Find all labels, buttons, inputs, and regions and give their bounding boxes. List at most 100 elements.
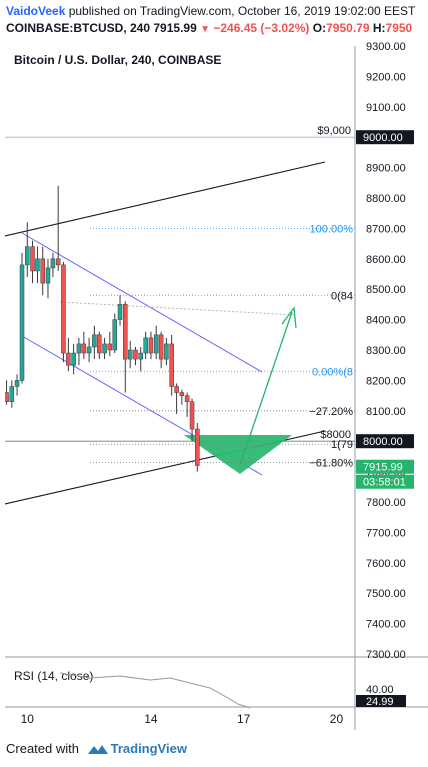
candle-body[interactable] [25,246,30,266]
symbol: COINBASE:BTCUSD, 240 [6,21,151,35]
price-label-text: 9000.00 [363,132,403,144]
candle-body[interactable] [9,386,15,402]
candle-body[interactable] [30,246,35,272]
time-tick-label: 10 [21,712,35,726]
horizontal-line-label: $9,000 [317,125,351,137]
publish-header: VaidoVeek published on TradingView.com, … [0,0,428,40]
price-tick-label: 8800.00 [366,193,406,205]
price-tick-label: 7600.00 [366,558,406,570]
fib-level-label: 100.00% [310,223,354,235]
price-tick-label: 9100.00 [366,102,406,114]
candle-body[interactable] [71,352,76,366]
candle-body[interactable] [117,304,123,320]
tradingview-brand[interactable]: TradingView [110,741,187,756]
candle-body[interactable] [76,343,82,354]
candle-body[interactable] [153,334,159,354]
candle-body[interactable] [174,386,179,393]
price-tick-label: 7400.00 [366,619,406,631]
projection-dotted-line [59,301,296,316]
high-label: H: [372,21,386,35]
last-price: 7915.99 [153,21,197,35]
candle-body[interactable] [138,352,143,360]
candle-body[interactable] [86,346,92,354]
projection-arrow-line[interactable] [239,311,293,466]
countdown-text: 03:58:01 [363,477,406,489]
published-text: published on TradingView.com, October 16… [65,4,416,18]
open-label: O: [312,21,327,35]
candle-body[interactable] [97,334,102,354]
high-value: 7950 [385,21,413,35]
candle-body[interactable] [14,380,20,387]
time-tick-label: 20 [330,712,344,726]
price-tick-label: 8300.00 [366,345,406,357]
candle-body[interactable] [35,258,40,272]
candle-body[interactable] [184,395,190,402]
candle-body[interactable] [143,337,148,354]
price-tick-label: 9300.00 [366,41,406,53]
candle-body[interactable] [107,343,113,351]
down-arrow-icon: ▼ [200,24,211,35]
price-tick-label: 8600.00 [366,254,406,266]
rsi-value-badge [356,695,406,707]
candle-body[interactable] [81,343,87,354]
time-tick-label: 17 [237,712,251,726]
price-label-badge [356,434,414,449]
price-tick-label: 8400.00 [366,315,406,327]
price-tick-label: 8500.00 [366,284,406,296]
ascending-trendline-upper[interactable] [5,161,326,237]
publish-info: VaidoVeek published on TradingView.com, … [6,3,415,19]
created-with-text: Created with [6,741,79,756]
candle-body[interactable] [66,352,71,366]
rsi-title: RSI (14, close) [14,669,93,683]
candle-body[interactable] [133,349,138,360]
fib-level-label: 1(79 [331,439,353,451]
candle-body[interactable] [123,304,128,360]
time-tick-label: 14 [144,712,158,726]
fib-level-label: −61.80% [309,457,353,469]
countdown-badge [356,474,414,489]
open-value: 7950.79 [326,21,370,35]
price-change: −246.45 (−3.02%) [213,21,310,35]
price-tick-label: 7800.00 [366,497,406,509]
candle-body[interactable] [102,343,107,354]
symbol-info: COINBASE:BTCUSD, 240 7915.99 ▼ −246.45 (… [6,20,412,38]
tradingview-logo-icon [87,745,108,754]
target-triangle[interactable] [184,435,292,474]
candle-body[interactable] [50,258,56,269]
candle-body[interactable] [92,334,97,348]
candle-body[interactable] [112,319,118,351]
chart-area[interactable]: Bitcoin / U.S. Dollar, 240, COINBASE $9,… [0,40,428,735]
fib-level-label: 0.00%(8 [312,366,353,378]
price-label-badge [356,459,414,474]
price-tick-label: 7700.00 [366,527,406,539]
price-tick-label: 7300.00 [366,649,406,661]
chart-title: Bitcoin / U.S. Dollar, 240, COINBASE [14,53,221,67]
candle-body[interactable] [189,401,195,430]
fib-level-label: 0(84 [331,290,353,302]
candle-body[interactable] [55,258,61,266]
price-tick-label: 9200.00 [366,71,406,83]
footer-credit: Created with TradingView [6,741,187,756]
candle-body[interactable] [164,343,169,360]
author-link[interactable]: VaidoVeek [6,4,66,18]
fib-level-label: −27.20% [309,406,353,418]
candle-body[interactable] [179,392,185,396]
price-label-badge [356,130,414,145]
candle-body[interactable] [19,264,25,381]
candle-body[interactable] [40,258,45,284]
candle-body[interactable] [127,349,133,360]
price-tick-label: 8200.00 [366,375,406,387]
candle-body[interactable] [148,337,154,354]
price-label-text: 7915.99 [363,462,403,474]
candle-body[interactable] [158,334,164,360]
horizontal-line-label: $8000 [320,429,351,441]
candle-body[interactable] [195,428,200,466]
candle-body[interactable] [61,264,66,354]
price-label-text: 8000.00 [363,436,403,448]
candle-body[interactable] [5,392,9,402]
candle-body[interactable] [45,267,51,284]
candle-body[interactable] [169,343,174,387]
projection-arrow-head [281,306,297,329]
rsi-tick-40: 40.00 [366,684,394,696]
descending-channel-upper[interactable] [21,232,263,373]
